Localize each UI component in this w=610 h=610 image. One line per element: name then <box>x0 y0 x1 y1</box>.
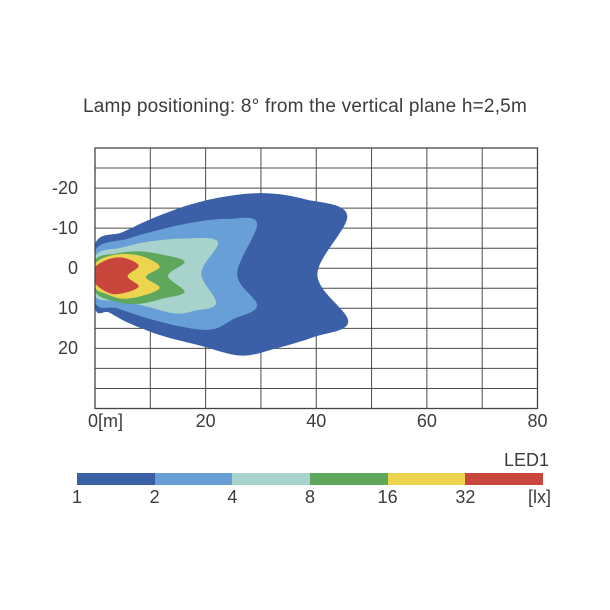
plot-border <box>94 147 539 410</box>
legend-value-label: 2 <box>149 487 160 507</box>
legend-value-label: 4 <box>227 487 238 507</box>
legend-color-segment <box>154 473 233 485</box>
chart-title: Lamp positioning: 8° from the vertical p… <box>83 96 527 117</box>
legend-unit-label: [lx] <box>527 487 551 507</box>
y-tick-label: 0 <box>67 258 78 279</box>
legend-color-segment <box>465 473 544 485</box>
contour-region-32lx <box>95 257 139 295</box>
y-tick-label: 20 <box>57 338 78 359</box>
y-tick-label: -20 <box>51 178 78 199</box>
contour-regions <box>95 193 349 356</box>
x-tick-label: 60 <box>416 411 437 431</box>
x-tick-label: 80 <box>527 411 548 431</box>
legend-color-segment <box>77 473 155 485</box>
legend-value-label: 16 <box>377 487 398 507</box>
legend-color-segment <box>310 473 388 485</box>
y-tick-label: -10 <box>51 218 78 239</box>
legend-value-label: 1 <box>71 487 82 507</box>
x-tick-label: 0[m] <box>88 411 124 431</box>
legend-color-segment <box>232 473 311 485</box>
x-tick-label: 40 <box>306 411 327 431</box>
x-tick-label: 20 <box>195 411 216 431</box>
legend-color-segment <box>387 473 466 485</box>
legend-colorbar <box>77 473 544 485</box>
legend-series-label: LED1 <box>503 450 549 470</box>
y-tick-label: 10 <box>57 298 78 319</box>
legend-value-label: 32 <box>455 487 476 507</box>
legend-value-label: 8 <box>304 487 315 507</box>
